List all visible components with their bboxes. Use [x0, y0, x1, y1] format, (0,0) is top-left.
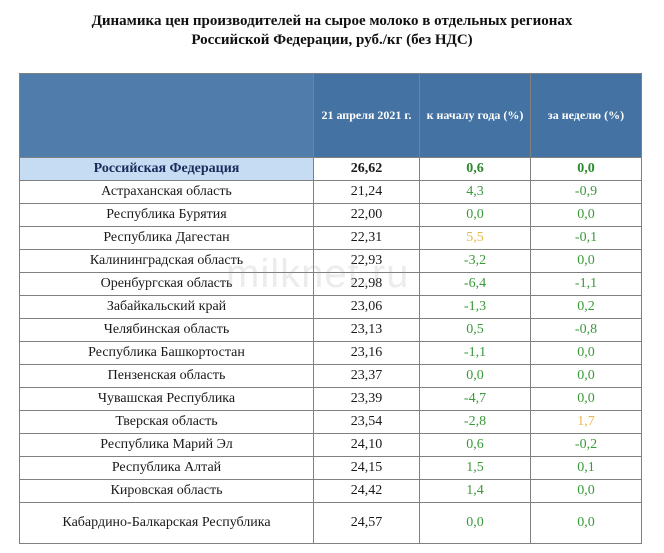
- table-row: Калининградская область 22,93 -3,2 0,0: [19, 249, 642, 273]
- price-cell: 23,06: [313, 295, 420, 319]
- week-cell: 0,0: [530, 341, 642, 365]
- region-cell: Республика Дагестан: [19, 226, 314, 250]
- header-region: [19, 73, 314, 158]
- week-cell: -0,9: [530, 180, 642, 204]
- week-cell: -0,2: [530, 433, 642, 457]
- ytd-cell: -2,8: [419, 410, 531, 434]
- table-row: Забайкальский край 23,06 -1,3 0,2: [19, 295, 642, 319]
- ytd-cell: 5,5: [419, 226, 531, 250]
- week-cell: 0,1: [530, 456, 642, 480]
- region-cell: Оренбургская область: [19, 272, 314, 296]
- ytd-cell: 0,5: [419, 318, 531, 342]
- week-cell: 0,0: [530, 203, 642, 227]
- header-week-change: за неделю (%): [530, 73, 642, 158]
- price-cell: 26,62: [313, 157, 420, 181]
- table-row: Тверская область 23,54 -2,8 1,7: [19, 410, 642, 434]
- region-cell: Пензенская область: [19, 364, 314, 388]
- price-cell: 22,00: [313, 203, 420, 227]
- region-cell: Республика Бурятия: [19, 203, 314, 227]
- region-cell: Астраханская область: [19, 180, 314, 204]
- price-cell: 24,10: [313, 433, 420, 457]
- price-cell: 23,39: [313, 387, 420, 411]
- ytd-cell: -6,4: [419, 272, 531, 296]
- table-row: Республика Бурятия 22,00 0,0 0,0: [19, 203, 642, 227]
- week-cell: 0,0: [530, 502, 642, 544]
- ytd-cell: -4,7: [419, 387, 531, 411]
- price-cell: 22,98: [313, 272, 420, 296]
- region-cell: Российская Федерация: [19, 157, 314, 181]
- price-cell: 23,16: [313, 341, 420, 365]
- week-cell: 0,0: [530, 387, 642, 411]
- price-cell: 23,13: [313, 318, 420, 342]
- header-price: 21 апреля 2021 г.: [313, 73, 420, 158]
- ytd-cell: -1,3: [419, 295, 531, 319]
- document-title: Динамика цен производителей на сырое мол…: [0, 12, 664, 50]
- region-cell: Республика Башкортостан: [19, 341, 314, 365]
- ytd-cell: -1,1: [419, 341, 531, 365]
- price-cell: 22,31: [313, 226, 420, 250]
- week-cell: 1,7: [530, 410, 642, 434]
- region-cell: Забайкальский край: [19, 295, 314, 319]
- price-table: 21 апреля 2021 г. к началу года (%) за н…: [19, 73, 642, 544]
- week-cell: 0,0: [530, 479, 642, 503]
- price-cell: 24,42: [313, 479, 420, 503]
- region-cell: Республика Алтай: [19, 456, 314, 480]
- week-cell: -1,1: [530, 272, 642, 296]
- price-cell: 23,54: [313, 410, 420, 434]
- table-header-row: 21 апреля 2021 г. к началу года (%) за н…: [19, 73, 642, 158]
- region-cell: Калининградская область: [19, 249, 314, 273]
- table-row: Республика Башкортостан 23,16 -1,1 0,0: [19, 341, 642, 365]
- week-cell: 0,0: [530, 157, 642, 181]
- region-cell: Республика Марий Эл: [19, 433, 314, 457]
- price-cell: 21,24: [313, 180, 420, 204]
- ytd-cell: 0,0: [419, 502, 531, 544]
- price-cell: 24,57: [313, 502, 420, 544]
- ytd-cell: 0,0: [419, 364, 531, 388]
- region-cell: Чувашская Республика: [19, 387, 314, 411]
- region-cell: Челябинская область: [19, 318, 314, 342]
- table-row: Республика Дагестан 22,31 5,5 -0,1: [19, 226, 642, 250]
- title-line-1: Динамика цен производителей на сырое мол…: [91, 13, 573, 29]
- table-row-russia: Российская Федерация 26,62 0,6 0,0: [19, 157, 642, 181]
- ytd-cell: 4,3: [419, 180, 531, 204]
- table-row: Республика Марий Эл 24,10 0,6 -0,2: [19, 433, 642, 457]
- ytd-cell: 1,5: [419, 456, 531, 480]
- ytd-cell: 0,0: [419, 203, 531, 227]
- table-row: Челябинская область 23,13 0,5 -0,8: [19, 318, 642, 342]
- week-cell: 0,0: [530, 364, 642, 388]
- table-row: Оренбургская область 22,98 -6,4 -1,1: [19, 272, 642, 296]
- table-row: Чувашская Республика 23,39 -4,7 0,0: [19, 387, 642, 411]
- table-row: Республика Алтай 24,15 1,5 0,1: [19, 456, 642, 480]
- region-cell: Кабардино-Балкарская Республика: [19, 502, 314, 544]
- region-cell: Тверская область: [19, 410, 314, 434]
- week-cell: 0,0: [530, 249, 642, 273]
- week-cell: 0,2: [530, 295, 642, 319]
- table-row: Кабардино-Балкарская Республика 24,57 0,…: [19, 502, 642, 544]
- week-cell: -0,1: [530, 226, 642, 250]
- table-row: Астраханская область 21,24 4,3 -0,9: [19, 180, 642, 204]
- table-row: Пензенская область 23,37 0,0 0,0: [19, 364, 642, 388]
- ytd-cell: 1,4: [419, 479, 531, 503]
- title-line-2: Российской Федерации, руб./кг (без НДС): [191, 32, 473, 48]
- price-cell: 24,15: [313, 456, 420, 480]
- ytd-cell: 0,6: [419, 157, 531, 181]
- week-cell: -0,8: [530, 318, 642, 342]
- header-ytd-change: к началу года (%): [419, 73, 531, 158]
- price-cell: 22,93: [313, 249, 420, 273]
- table-row: Кировская область 24,42 1,4 0,0: [19, 479, 642, 503]
- price-cell: 23,37: [313, 364, 420, 388]
- ytd-cell: 0,6: [419, 433, 531, 457]
- ytd-cell: -3,2: [419, 249, 531, 273]
- region-cell: Кировская область: [19, 479, 314, 503]
